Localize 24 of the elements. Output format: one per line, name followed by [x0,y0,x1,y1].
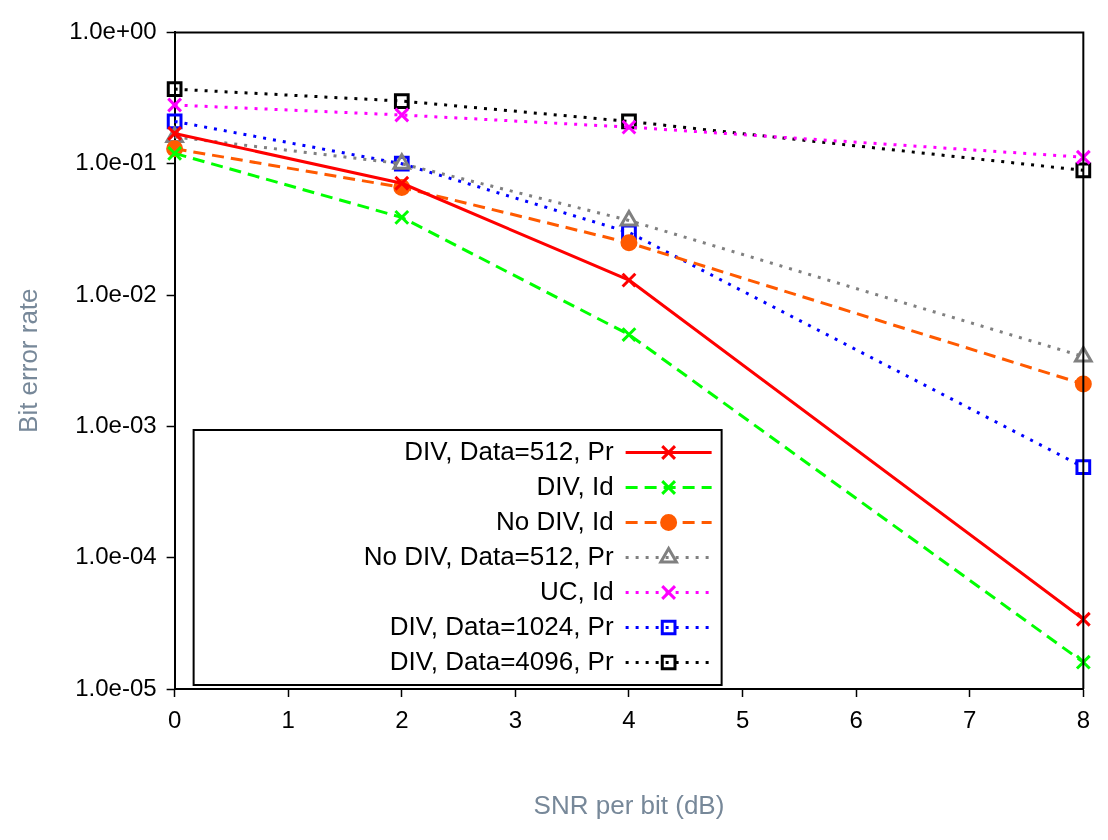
y-tick-label: 1.0e-02 [75,279,157,307]
y-tick-label: 1.0e-03 [75,410,157,438]
legend-label: No DIV, Id [496,505,614,536]
x-tick-label: 2 [395,706,409,734]
x-tick-label: 5 [735,706,750,734]
y-tick-label: 1.0e-05 [75,673,157,701]
y-tick-label: 1.0e-04 [75,542,157,570]
legend-label: No DIV, Data=512, Pr [363,540,614,571]
x-tick-label: 4 [622,706,636,734]
legend-label: DIV, Id [536,470,614,501]
legend-label: DIV, Data=512, Pr [404,435,614,466]
y-tick-label: 1.0e+00 [69,17,157,45]
x-tick-label: 8 [1076,706,1091,734]
x-axis-title: SNR per bit (dB) [533,789,725,820]
x-tick-label: 1 [281,706,295,734]
legend-label: DIV, Data=4096, Pr [389,645,614,676]
legend-label: DIV, Data=1024, Pr [389,610,614,641]
y-axis-title: Bit error rate [12,288,43,433]
y-tick-label: 1.0e-01 [75,148,157,176]
x-tick-label: 7 [963,706,977,734]
x-tick-label: 6 [849,706,863,734]
legend-label: UC, Id [539,575,614,606]
x-tick-label: 3 [508,706,523,734]
x-tick-label: 0 [167,706,182,734]
